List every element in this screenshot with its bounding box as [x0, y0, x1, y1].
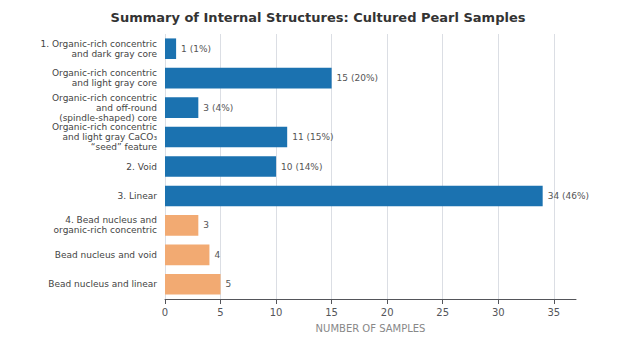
svg-text:(spindle-shaped) core: (spindle-shaped) core — [59, 112, 157, 123]
svg-text:5: 5 — [217, 307, 223, 318]
svg-text:Organic-rich concentric: Organic-rich concentric — [52, 68, 157, 78]
svg-text:and light gray core: and light gray core — [72, 78, 158, 88]
svg-text:Bead nucleus and void: Bead nucleus and void — [55, 250, 157, 260]
svg-text:30: 30 — [492, 307, 505, 318]
svg-text:20: 20 — [381, 307, 394, 318]
svg-text:Summary of Internal Structures: Summary of Internal Structures: Cultured… — [111, 10, 526, 25]
svg-text:NUMBER OF SAMPLES: NUMBER OF SAMPLES — [316, 323, 426, 334]
svg-text:5: 5 — [226, 279, 232, 289]
svg-text:11 (15%): 11 (15%) — [292, 132, 333, 142]
svg-text:25: 25 — [436, 307, 449, 318]
svg-text:10: 10 — [270, 307, 283, 318]
svg-text:10 (14%): 10 (14%) — [281, 162, 322, 172]
svg-text:Organic-rich concentric: Organic-rich concentric — [52, 93, 157, 103]
svg-text:Bead nucleus and linear: Bead nucleus and linear — [48, 279, 157, 289]
svg-text:4: 4 — [214, 250, 220, 260]
svg-text:and off-round: and off-round — [96, 103, 157, 113]
svg-text:4. Bead nucleus and: 4. Bead nucleus and — [65, 215, 157, 225]
svg-text:3: 3 — [203, 220, 209, 230]
svg-text:3 (4%): 3 (4%) — [203, 103, 233, 113]
svg-text:organic-rich concentric: organic-rich concentric — [54, 225, 157, 235]
svg-text:“seed” feature: “seed” feature — [91, 142, 158, 152]
svg-text:2. Void: 2. Void — [126, 162, 157, 172]
svg-text:1 (1%): 1 (1%) — [181, 44, 211, 54]
svg-text:and dark gray core: and dark gray core — [72, 49, 158, 59]
svg-text:0: 0 — [162, 307, 168, 318]
svg-text:35: 35 — [547, 307, 560, 318]
svg-text:and light gray CaCO₃: and light gray CaCO₃ — [63, 132, 158, 142]
svg-text:34 (46%): 34 (46%) — [548, 191, 589, 201]
svg-text:15 (20%): 15 (20%) — [337, 73, 378, 83]
svg-text:15: 15 — [325, 307, 338, 318]
svg-text:Organic-rich concentric: Organic-rich concentric — [52, 122, 157, 132]
svg-text:3. Linear: 3. Linear — [118, 191, 158, 201]
svg-text:1. Organic-rich concentric: 1. Organic-rich concentric — [41, 39, 157, 49]
